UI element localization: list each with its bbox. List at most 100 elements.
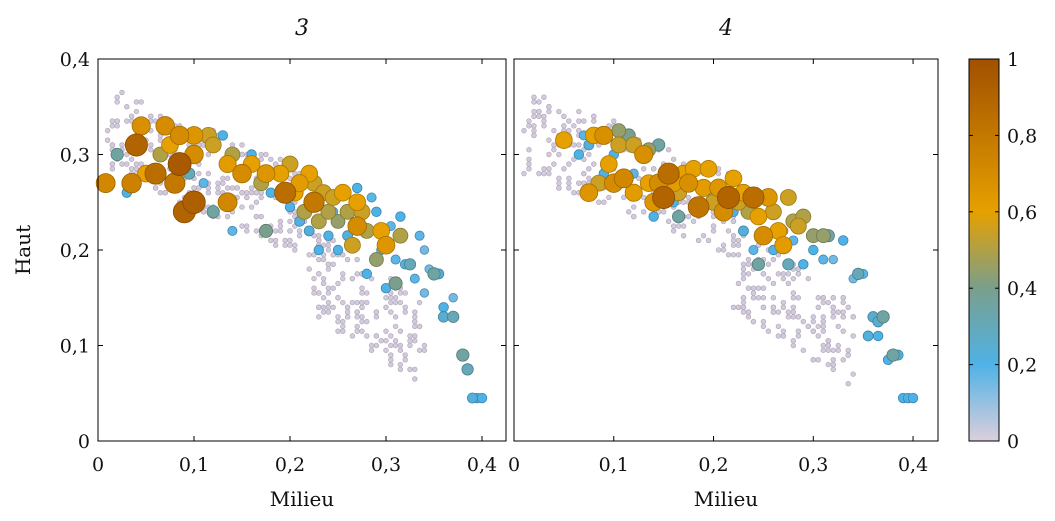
data-point-background [770,256,777,263]
data-point-background [364,333,370,339]
data-point-background [820,328,826,334]
data-point-background [397,299,404,306]
data-point [274,181,297,204]
data-point-background [556,180,562,186]
data-point-background [383,338,389,344]
data-point-background [104,127,111,134]
data-point-background [850,371,856,377]
data-point-background [416,347,423,353]
data-point-background [407,333,413,339]
data-point [403,258,417,271]
data-point-background [820,342,826,349]
data-point [227,225,238,236]
data-point [753,225,774,246]
data-point-background [586,175,592,182]
data-point-background [359,328,365,334]
data-point-background [402,304,408,310]
data-point-background [157,190,164,196]
data-point-background [830,347,836,353]
data-point-background [272,228,279,234]
data-point-background [325,290,332,296]
data-point [652,185,676,209]
data-point-background [124,104,130,110]
data-point-background [845,381,851,387]
data-point-background [680,223,687,229]
data-point-background [268,156,274,162]
data-point-background [340,318,346,325]
data-point-background [640,209,647,215]
data-point-background [735,304,742,310]
data-point-background [224,213,231,220]
data-point [724,169,743,188]
data-point-background [601,199,607,205]
data-point-background [402,352,408,358]
data-point-background [316,237,322,244]
y-tick-label: 0,4 [60,49,90,71]
data-point-background [810,314,816,320]
colorbar-tick-label: 0 [1007,431,1019,453]
data-point-background [531,127,537,134]
data-point [808,244,819,256]
data-point-background [800,318,807,325]
data-point [169,125,190,146]
data-point-background [790,342,797,349]
data-point-background [128,113,135,120]
data-point-background [128,156,135,162]
data-point-background [248,204,255,210]
data-point [343,236,361,254]
data-point-background [205,170,212,177]
data-point [634,144,654,164]
data-point [751,257,766,271]
data-point-background [820,314,826,320]
data-point-background [253,213,260,220]
data-point-background [790,290,797,296]
data-point-background [392,342,399,349]
data-point [815,228,831,244]
data-point-background [373,309,380,315]
data-point-background [685,194,692,201]
data-point-background [825,361,831,368]
y-tick-label: 0 [78,431,90,453]
data-point-background [750,285,757,291]
data-point-background [576,108,582,115]
data-point-background [551,161,557,167]
data-point-background [566,161,572,167]
data-point-background [740,304,747,310]
data-point-background [412,323,418,330]
data-point-background [795,295,802,301]
data-point-background [292,247,298,253]
data-point-background [665,218,672,225]
data-point-background [215,185,221,191]
data-point-background [383,347,389,353]
data-point-background [364,299,370,306]
data-point-background [586,151,592,158]
data-point-background [591,161,597,167]
data-point-background [556,185,562,191]
data-point-background [330,261,336,268]
data-point-background [735,242,742,248]
data-point-background [730,237,737,244]
data-point-background [148,147,154,153]
data-point-background [253,199,260,205]
data-point-background [665,147,672,153]
data-point-background [114,118,120,124]
data-point-background [695,237,702,244]
data-point [144,162,167,185]
data-point-background [596,199,602,205]
data-point [461,363,474,376]
data-point-background [277,223,284,229]
data-point [217,192,238,213]
data-point-background [730,304,737,310]
panel-3: 0 0,1 0,2 0,3 0,4 0 0,1 0,2 0,3 0,4 3 Milieu Haut [11,16,507,511]
data-point-background [670,156,677,162]
data-point-background [253,228,260,234]
data-point-background [526,161,532,167]
data-point-background [845,304,851,310]
data-point-background [626,209,632,215]
data-point-background [402,309,408,315]
data-point-background [412,309,418,315]
data-point-background [340,271,346,277]
data-point-background [685,213,692,220]
data-point-background [521,170,527,177]
data-point-background [850,314,856,320]
